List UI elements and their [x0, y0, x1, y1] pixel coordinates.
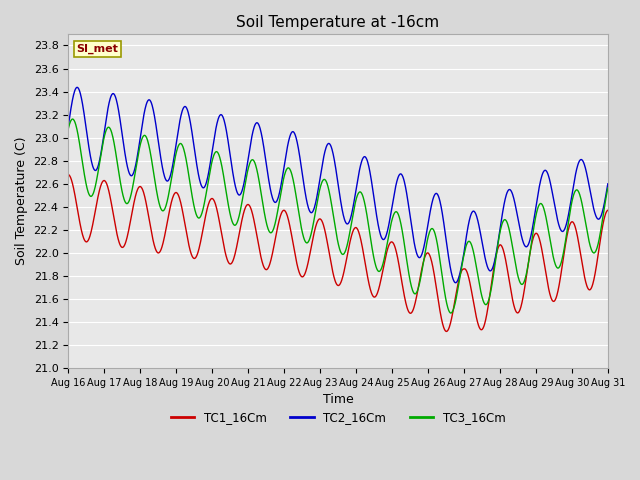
TC2_16Cm	[74, 84, 81, 90]
TC3_16Cm	[421, 250, 429, 256]
Title: Soil Temperature at -16cm: Soil Temperature at -16cm	[237, 15, 440, 30]
Y-axis label: Soil Temperature (C): Soil Temperature (C)	[15, 137, 28, 265]
TC1_16Cm	[510, 302, 518, 308]
Legend: TC1_16Cm, TC2_16Cm, TC3_16Cm: TC1_16Cm, TC2_16Cm, TC3_16Cm	[166, 407, 510, 429]
TC2_16Cm	[276, 186, 284, 192]
TC2_16Cm	[557, 227, 564, 232]
TC3_16Cm	[604, 185, 612, 191]
Line: TC1_16Cm: TC1_16Cm	[68, 175, 608, 331]
TC1_16Cm	[276, 215, 284, 220]
TC2_16Cm	[290, 129, 298, 135]
TC1_16Cm	[556, 276, 564, 282]
TC2_16Cm	[510, 197, 518, 203]
TC3_16Cm	[68, 116, 76, 122]
TC1_16Cm	[420, 255, 428, 261]
TC2_16Cm	[184, 108, 191, 114]
TC3_16Cm	[65, 126, 72, 132]
TC2_16Cm	[65, 123, 72, 129]
TC1_16Cm	[442, 328, 450, 334]
TC3_16Cm	[447, 310, 454, 316]
TC1_16Cm	[289, 240, 297, 246]
TC2_16Cm	[604, 181, 612, 187]
TC1_16Cm	[184, 235, 191, 241]
TC3_16Cm	[184, 166, 191, 172]
TC1_16Cm	[65, 172, 72, 178]
Line: TC3_16Cm: TC3_16Cm	[68, 119, 608, 313]
TC3_16Cm	[276, 193, 284, 199]
X-axis label: Time: Time	[323, 394, 353, 407]
TC1_16Cm	[604, 207, 612, 213]
Line: TC2_16Cm: TC2_16Cm	[68, 87, 608, 283]
TC3_16Cm	[510, 254, 518, 260]
TC3_16Cm	[557, 262, 564, 267]
Text: SI_met: SI_met	[76, 44, 118, 54]
TC2_16Cm	[452, 280, 460, 286]
TC2_16Cm	[421, 239, 429, 244]
TC3_16Cm	[290, 179, 298, 184]
